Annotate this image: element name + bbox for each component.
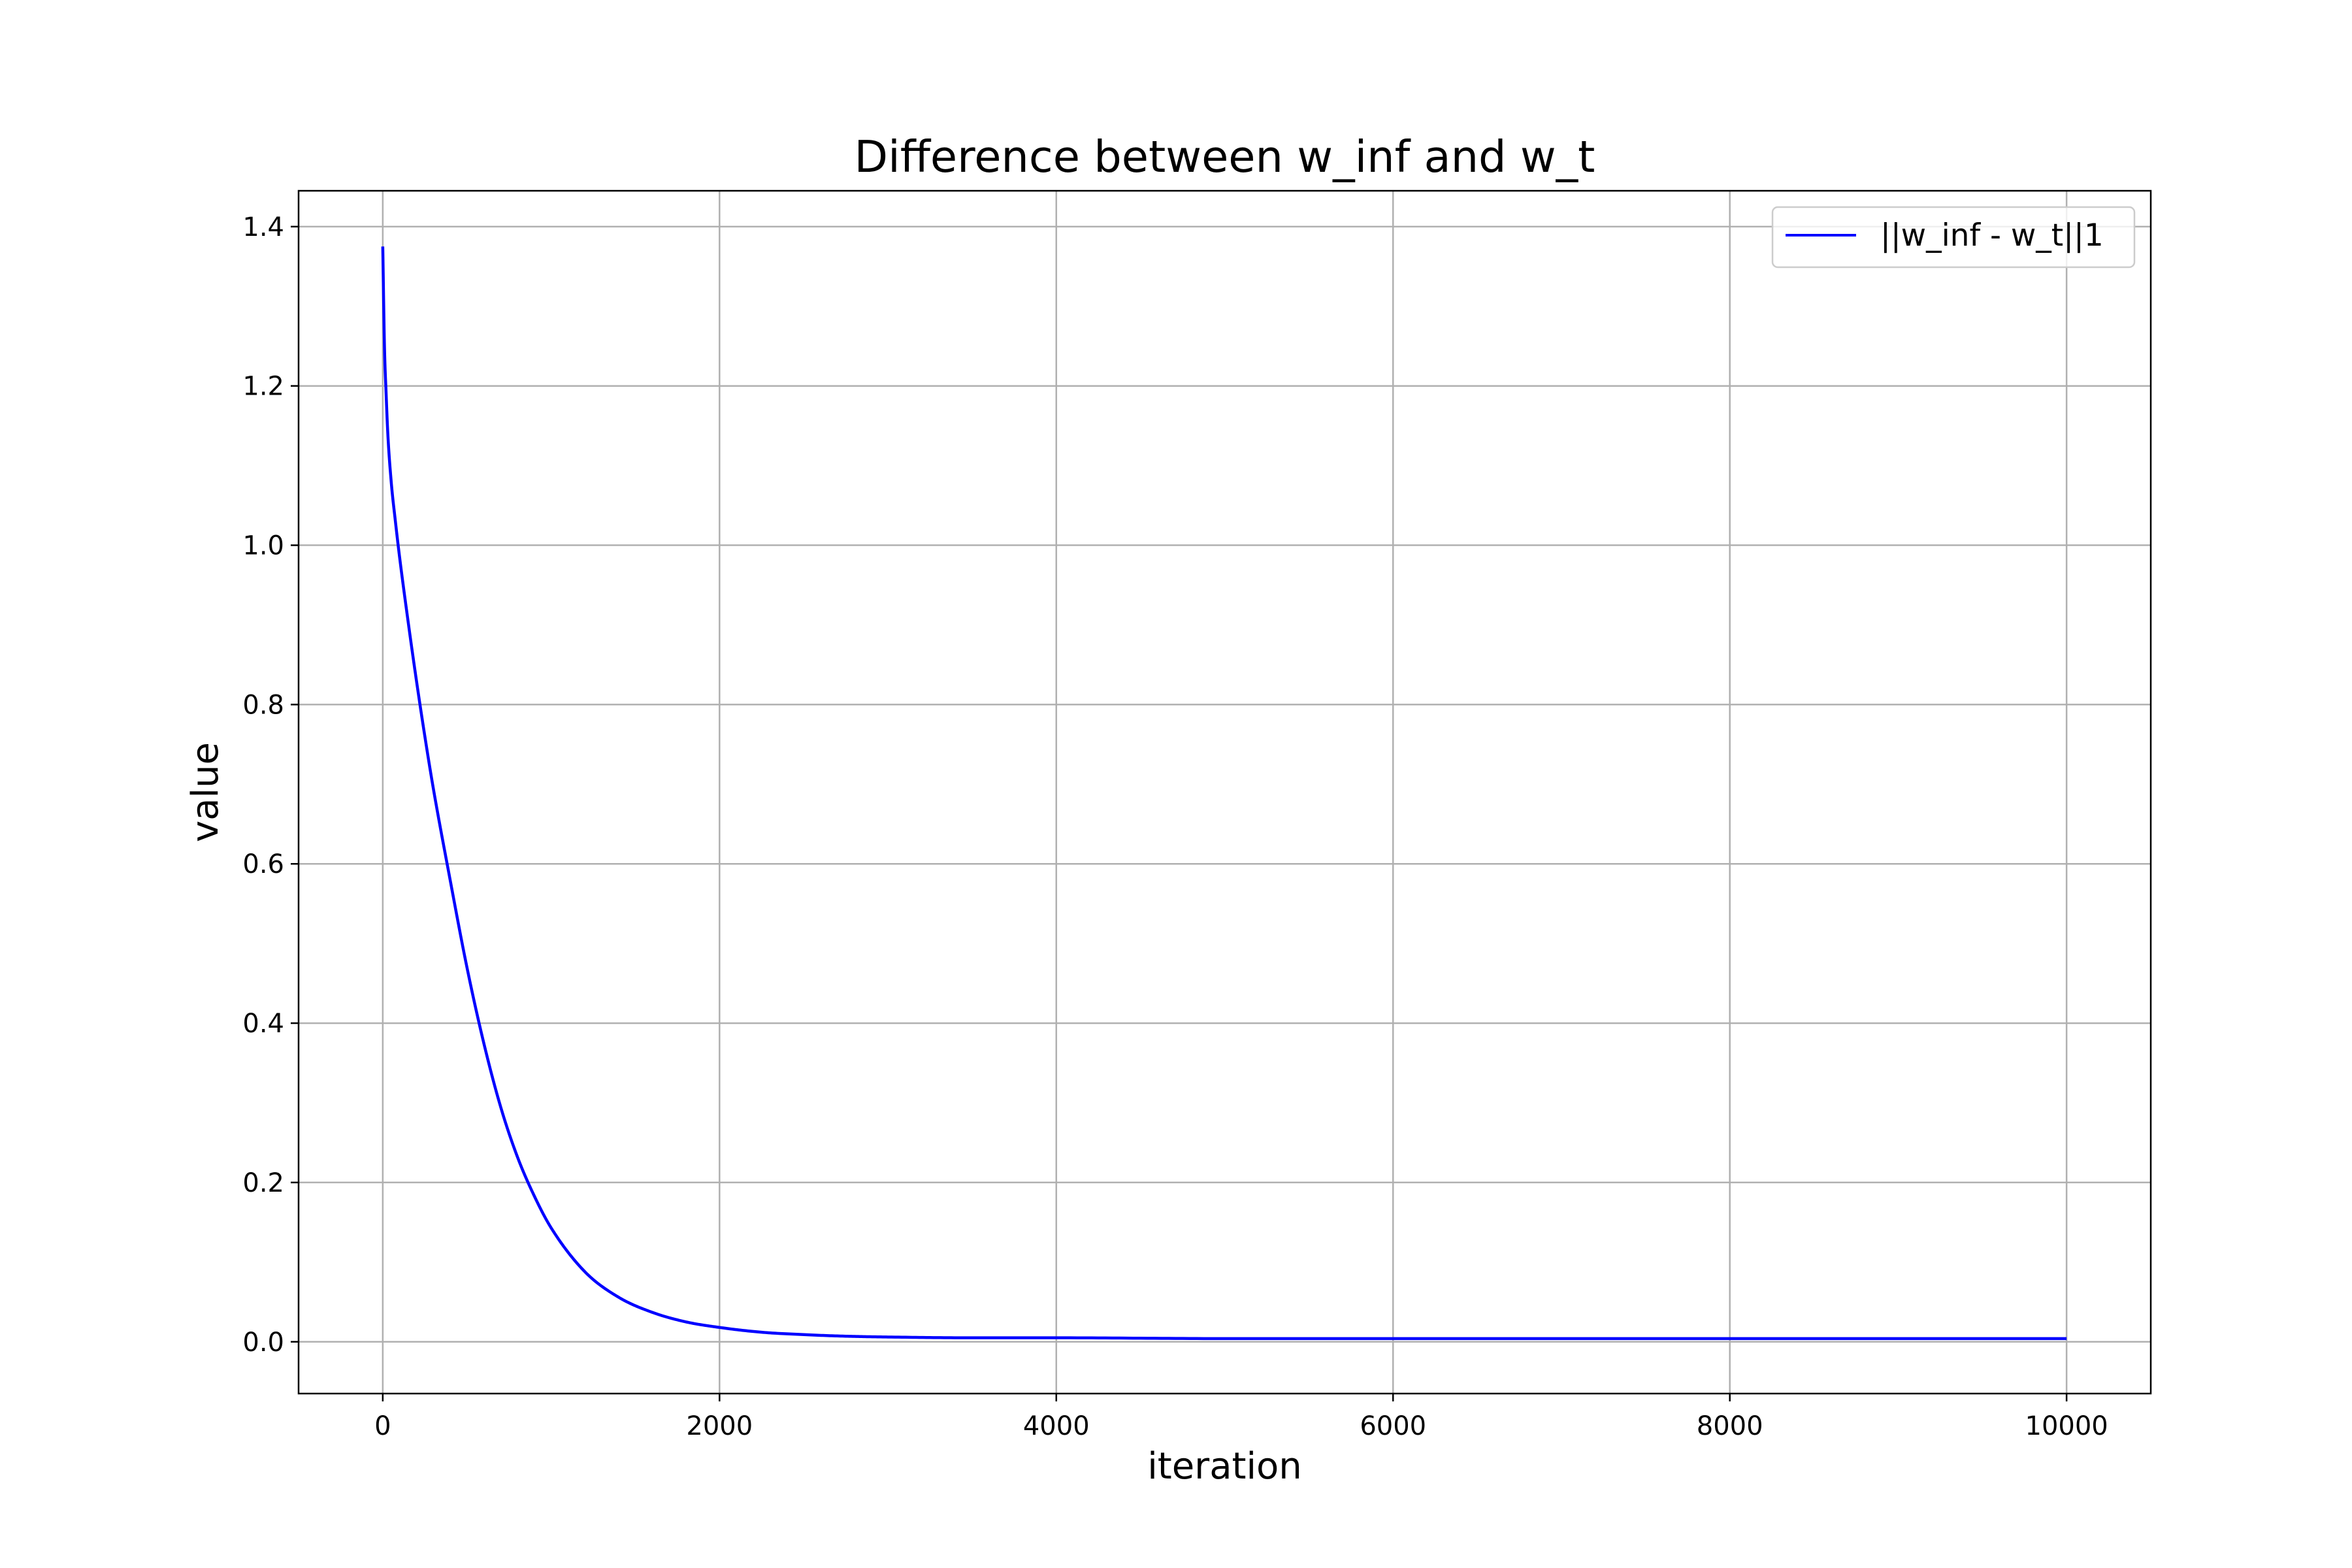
plot-area-frame <box>297 189 2152 1395</box>
x-tick-label: 6000 <box>1360 1411 1426 1441</box>
legend-entry-label: ||w_inf - w_t||1 <box>1880 218 2104 253</box>
chart-title: Difference between w_inf and w_t <box>855 131 1595 182</box>
y-tick-label: 0.2 <box>242 1168 284 1198</box>
x-tick-label: 8000 <box>1697 1411 1763 1441</box>
y-tick-label: 1.4 <box>242 212 284 242</box>
x-tick-label: 10000 <box>2025 1411 2108 1441</box>
y-tick-label: 0.6 <box>242 849 284 879</box>
grid <box>299 191 2151 1394</box>
legend: ||w_inf - w_t||1 <box>1771 206 2136 269</box>
x-tick-label: 2000 <box>686 1411 753 1441</box>
y-tick-label: 0.8 <box>242 690 284 720</box>
y-tick-label: 0.0 <box>242 1328 284 1358</box>
series-layer <box>381 246 2067 1341</box>
x-tick-label: 4000 <box>1023 1411 1090 1441</box>
legend-box <box>1771 206 2136 269</box>
y-tick-label: 1.2 <box>242 372 284 402</box>
y-axis: 0.0 0.2 0.4 0.6 0.8 1.0 1.2 1.4 <box>242 212 299 1358</box>
y-tick-label: 1.0 <box>242 531 284 561</box>
x-axis-label: iteration <box>1147 1445 1302 1488</box>
x-tick-label: 0 <box>374 1411 391 1441</box>
y-axis-label: value <box>184 742 227 842</box>
y-tick-label: 0.4 <box>242 1009 284 1039</box>
series-line <box>381 246 2067 1341</box>
x-axis: 0 2000 4000 6000 8000 10000 <box>374 1394 2108 1441</box>
